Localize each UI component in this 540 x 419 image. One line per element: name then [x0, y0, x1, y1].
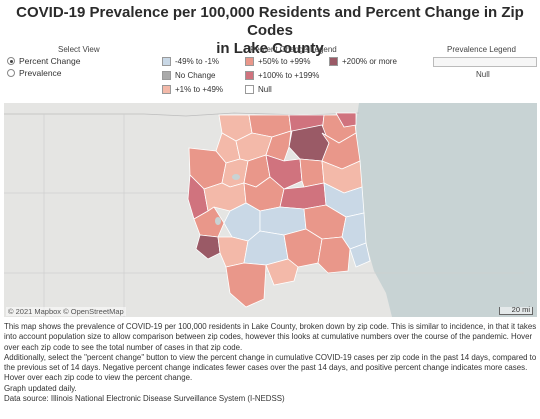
legend-swatch	[245, 85, 254, 94]
legend-swatch	[245, 57, 254, 66]
legend-item-label: -49% to -1%	[175, 57, 220, 66]
legend-item-label: No Change	[175, 71, 216, 80]
legend-item-label: +1% to +49%	[175, 85, 224, 94]
radio-selected-indicator	[7, 57, 15, 65]
prevalence-legend-label: Prevalence Legend	[447, 45, 516, 54]
inland-lake	[215, 217, 221, 225]
zip-area[interactable]	[299, 158, 325, 188]
radio-percent-change[interactable]: Percent Change	[7, 56, 80, 66]
description-paragraph-2: Additionally, select the "percent change…	[4, 352, 537, 383]
legend-swatch	[329, 57, 338, 66]
legend-swatch	[162, 71, 171, 80]
map-canvas[interactable]	[4, 103, 537, 317]
legend-swatch	[162, 85, 171, 94]
legend-item-neg[interactable]: -49% to -1%	[162, 57, 219, 66]
inland-lake	[232, 174, 240, 180]
description-paragraph-1: This map shows the prevalence of COVID-1…	[4, 322, 537, 352]
zip-area[interactable]	[225, 262, 267, 308]
legend-item-50-99[interactable]: +50% to +99%	[245, 57, 310, 66]
map-scale-bar: 20 mi	[499, 306, 533, 315]
legend-item-200-plus[interactable]: +200% or more	[329, 57, 397, 66]
radio-percent-change-label: Percent Change	[19, 56, 81, 66]
zip-area[interactable]	[335, 112, 357, 128]
title-line-1: COVID-19 Prevalence per 100,000 Resident…	[16, 4, 524, 39]
description-updated: Graph updated daily.	[4, 383, 77, 393]
legend-item-label: +50% to +99%	[258, 57, 311, 66]
zip-area[interactable]	[195, 234, 221, 260]
radio-unselected-indicator	[7, 69, 15, 77]
zip-area[interactable]	[265, 258, 299, 286]
zip-area[interactable]	[265, 130, 292, 162]
percent-legend-label: Percent Change Legend	[250, 45, 337, 54]
legend-item-100-199[interactable]: +100% to +199%	[245, 71, 319, 80]
legend-item-nochange[interactable]: No Change	[162, 71, 215, 80]
lake-michigan	[356, 103, 537, 317]
prevalence-null-label: Null	[476, 70, 490, 79]
prevalence-color-ramp	[433, 57, 537, 67]
zip-area[interactable]	[317, 236, 351, 274]
zip-codes[interactable]	[187, 112, 371, 308]
title-line-2: in Lake County	[216, 40, 324, 57]
legend-item-label: +100% to +199%	[258, 71, 320, 80]
choropleth-map[interactable]: © 2021 Mapbox © OpenStreetMap 20 mi	[4, 103, 537, 317]
map-attribution[interactable]: © 2021 Mapbox © OpenStreetMap	[6, 307, 126, 316]
description-block: This map shows the prevalence of COVID-1…	[4, 322, 538, 404]
radio-prevalence-label: Prevalence	[19, 68, 62, 78]
radio-prevalence[interactable]: Prevalence	[7, 68, 62, 78]
select-view-label: Select View	[58, 45, 100, 54]
legend-swatch	[245, 71, 254, 80]
description-source: Data source: Illinois National Electroni…	[4, 394, 285, 404]
zip-area[interactable]	[349, 242, 371, 268]
legend-swatch	[162, 57, 171, 66]
legend-item-1-49[interactable]: +1% to +49%	[162, 85, 223, 94]
legend-item-label: Null	[258, 85, 272, 94]
legend-item-label: +200% or more	[342, 57, 397, 66]
page-title: COVID-19 Prevalence per 100,000 Resident…	[0, 4, 540, 58]
legend-item-null[interactable]: Null	[245, 85, 272, 94]
